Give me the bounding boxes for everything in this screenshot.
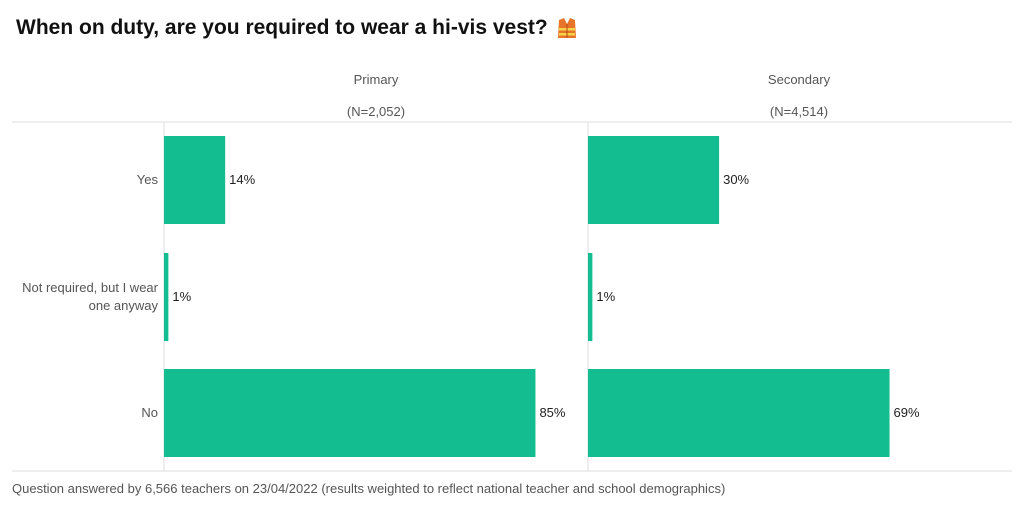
- bar: [164, 136, 226, 224]
- bar: [164, 253, 169, 341]
- bar: [588, 253, 593, 341]
- hi-vis-vest-icon: [557, 18, 576, 38]
- category-label: No: [141, 405, 158, 420]
- category-label: Not required, but I wear one anyway: [22, 280, 159, 313]
- footnote: Question answered by 6,566 teachers on 2…: [12, 481, 726, 496]
- bar-chart: Yes Not required, but I wear one anyway No 1…: [12, 121, 1012, 472]
- data-label: 14%: [229, 172, 255, 187]
- data-label: 1%: [172, 289, 191, 304]
- data-label: 85%: [539, 405, 565, 420]
- data-label: 69%: [894, 405, 920, 420]
- panel-n-primary: (N=2,052): [346, 104, 406, 119]
- panel-n-secondary: (N=4,514): [769, 104, 829, 119]
- bar: [164, 369, 536, 457]
- data-label: 30%: [723, 172, 749, 187]
- panel-title-primary: Primary: [353, 72, 399, 87]
- bar: [588, 369, 890, 457]
- data-label: 1%: [596, 289, 615, 304]
- chart-title-text: When on duty, are you required to wear a…: [16, 16, 548, 39]
- category-label: Yes: [137, 172, 159, 187]
- bar: [588, 136, 720, 224]
- panel-title-secondary: Secondary: [767, 72, 831, 87]
- chart-title: When on duty, are you required to wear a…: [16, 16, 578, 40]
